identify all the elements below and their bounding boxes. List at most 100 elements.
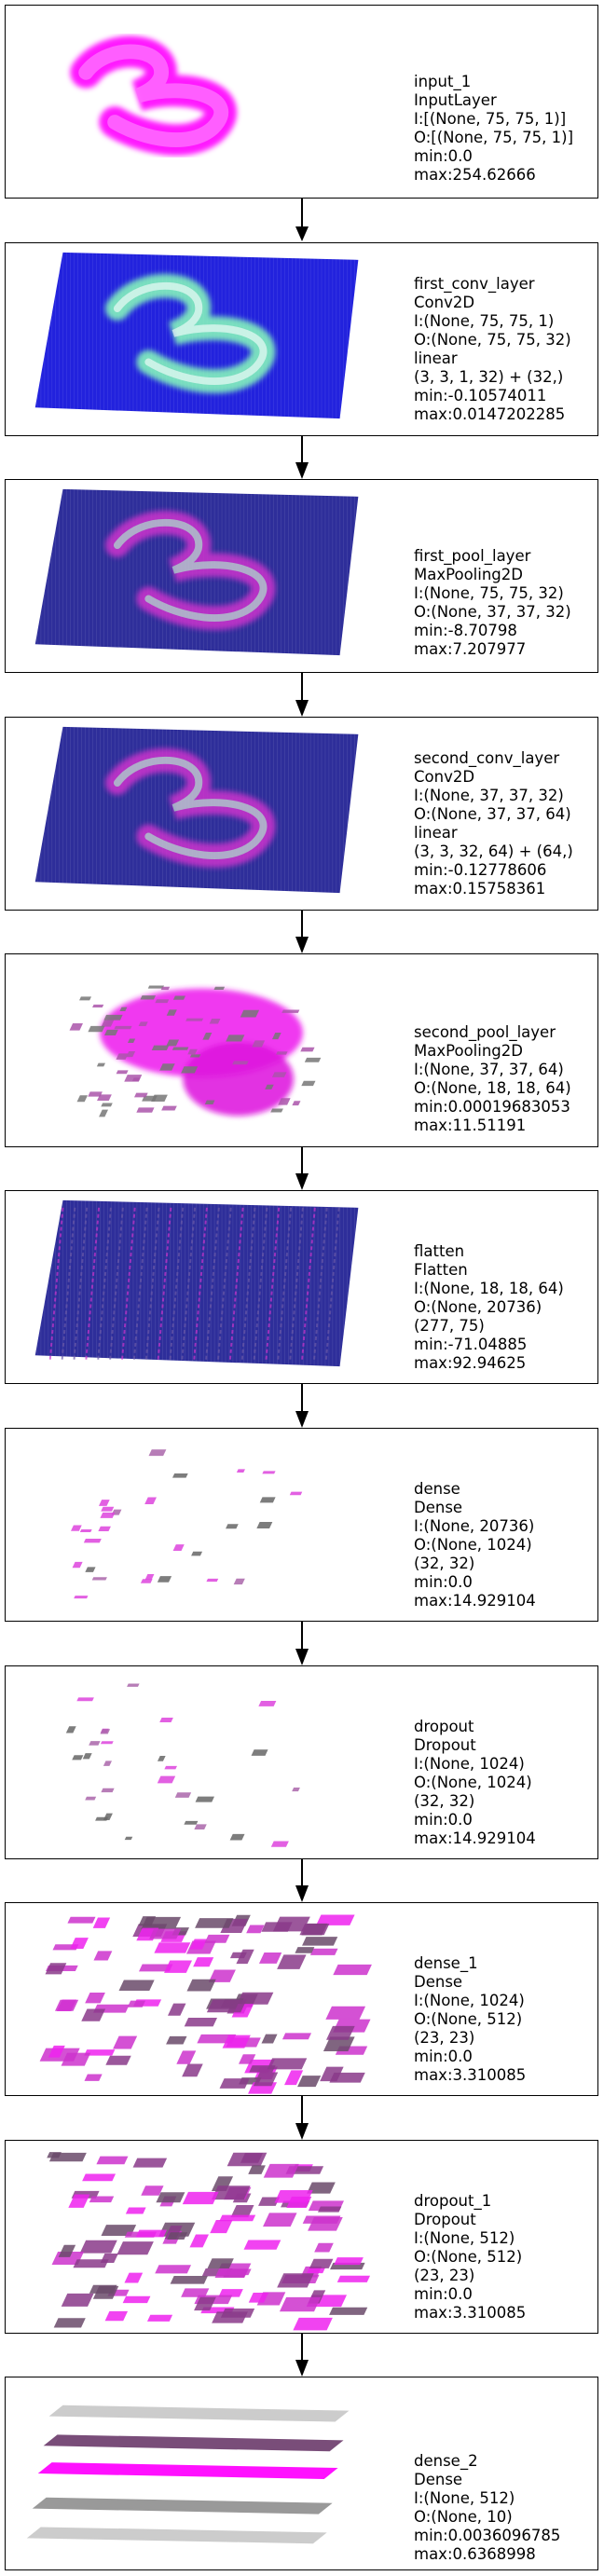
activation-block [172,995,185,1000]
layer-detail: O:(None, 1024) [414,1536,532,1554]
layer-detail: min:-0.10574011 [414,387,547,404]
activation-block [103,1761,112,1766]
layer-detail: min:-71.04885 [414,1336,528,1353]
output-unit-row [43,2434,344,2452]
activation-block [277,1954,307,1969]
digit-three-highlight [113,281,268,385]
activation-block [194,1824,207,1829]
layer-name: dense_2 [414,2452,478,2470]
activation-block [85,1796,97,1801]
activation-block [300,1047,315,1052]
activation-block [195,1918,234,1928]
activation-block [333,1964,372,1976]
activation-block [170,2275,208,2284]
activation-block [96,1062,105,1067]
activation-block [193,1957,214,1967]
layer-visualization [69,985,322,1117]
activation-block [117,2241,154,2255]
activation-block [166,1009,177,1016]
activation-block [318,2206,342,2213]
layer-box-dropout_1: dropout_1 Dropout I:(None, 512) O:(None,… [5,2140,598,2334]
activation-block [271,1072,287,1077]
activation-block [104,2310,129,2322]
activation-block [156,2192,185,2203]
activation-block [96,2156,129,2165]
activation-block [184,1820,199,1825]
activation-block [229,1833,245,1841]
layer-detail: linear [414,349,458,367]
activation-block [72,1561,83,1569]
layer-detail: max:92.94625 [414,1354,527,1372]
layer-box-flatten: flatten Flatten I:(None, 18, 18, 64) O:(… [5,1190,598,1384]
activation-block [48,2045,65,2058]
activation-block [167,2003,186,2016]
activation-block [293,2317,333,2331]
activation-block [114,1025,132,1030]
activation-block [116,1070,129,1075]
activation-block [101,1788,115,1793]
connector-arrow [295,199,309,241]
connector-arrow [295,436,309,479]
activation-block [74,1596,89,1599]
activation-block [258,1953,282,1964]
layer-detail: (23, 23) [414,2029,475,2047]
layer-info: second_conv_layer Conv2D I:(None, 37, 37… [414,749,573,898]
layer-detail: min:0.0 [414,2285,473,2303]
activation-block [146,2314,173,2322]
activation-block [270,1841,289,1847]
activation-block [127,1683,140,1687]
activation-block [204,1934,230,1943]
activation-block [166,2035,187,2045]
activation-block [230,2205,254,2218]
activation-block [189,1939,208,1950]
layer-info: dropout Dropout I:(None, 1024) O:(None, … [414,1718,536,1848]
activation-block [222,2035,251,2048]
activation-block [155,999,170,1004]
layer-detail: min:0.0 [414,2048,473,2065]
activation-block [248,2165,266,2174]
activation-block [236,1469,245,1473]
activation-block [101,1506,115,1512]
layer-name: second_pool_layer [414,1023,556,1041]
activation-block [136,1107,155,1113]
activation-block [79,1528,92,1533]
activation-block [208,1969,236,1982]
activation-block [172,1047,189,1050]
activation-block [252,1040,266,1048]
connector-arrow [295,1622,309,1665]
activation-block [233,1578,245,1585]
layer-name: dropout [414,1718,474,1735]
activation-block [149,1928,182,1939]
layer-detail: I:(None, 512) [414,2489,515,2507]
layer-detail: max:3.310085 [414,2066,527,2084]
activation-block [93,1951,113,1961]
activation-block [105,2055,131,2065]
activation-block [279,2296,322,2312]
activation-block [132,2158,168,2168]
activation-block [100,1729,111,1734]
activation-block [140,995,157,1000]
activation-block [220,2309,255,2318]
layer-detail: I:(None, 37, 37, 64) [414,1061,564,1078]
activation-block [261,1922,293,1932]
layer-detail: max:11.51191 [414,1117,527,1134]
layer-type: MaxPooling2D [414,1042,523,1060]
activation-block [72,1755,84,1761]
layer-type: Dense [414,2471,463,2488]
activation-block [159,1063,175,1071]
activation-block [82,1753,92,1760]
layer-detail: max:0.0147202285 [414,405,566,423]
activation-block [249,2065,276,2073]
activation-block [314,2242,334,2253]
activation-block [206,1999,247,2013]
activation-block [253,2072,279,2087]
activation-block [172,1544,185,1552]
activation-block [84,2074,103,2081]
layer-box-dense_1: dense_1 Dense I:(None, 1024) O:(None, 51… [5,1902,598,2096]
activation-block [89,1741,101,1746]
activation-block [104,1029,118,1035]
activation-block [84,2049,116,2056]
activation-block [258,1701,277,1706]
layer-box-input_1: input_1 InputLayer I:[(None, 75, 75, 1)]… [5,5,598,199]
layer-visualization [34,252,359,419]
